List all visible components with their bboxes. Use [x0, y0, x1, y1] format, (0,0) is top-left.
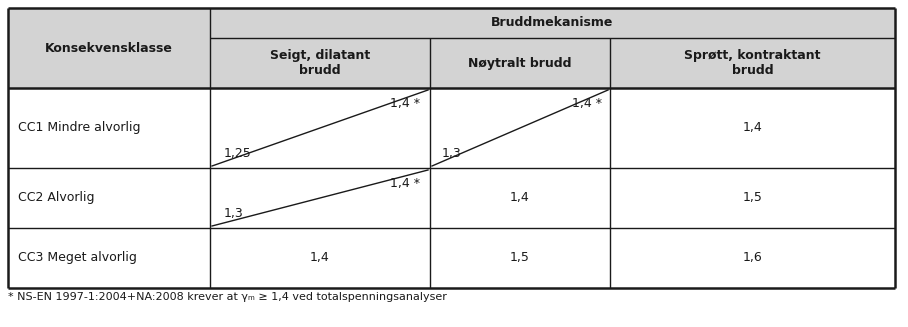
Bar [210, 228, 430, 288]
Text: 1,4: 1,4 [311, 251, 330, 265]
Text: Nøytralt brudd: Nøytralt brudd [469, 57, 572, 70]
Bar [430, 168, 610, 228]
Text: 1,4: 1,4 [743, 122, 763, 134]
Bar [8, 168, 210, 228]
Bar [8, 228, 210, 288]
Bar [210, 168, 430, 228]
Text: Seigt, dilatant
brudd: Seigt, dilatant brudd [270, 49, 370, 77]
Bar [8, 8, 895, 288]
Text: 1,4 *: 1,4 * [390, 178, 420, 191]
Bar [430, 88, 610, 168]
Text: 1,3: 1,3 [224, 208, 243, 220]
Bar [610, 88, 895, 168]
Bar [430, 228, 610, 288]
Text: CC3 Meget alvorlig: CC3 Meget alvorlig [18, 251, 137, 265]
Text: 1,6: 1,6 [743, 251, 763, 265]
Text: * NS-EN 1997-1:2004+NA:2008 krever at γₘ ≥ 1,4 ved totalspenningsanalyser: * NS-EN 1997-1:2004+NA:2008 krever at γₘ… [8, 292, 447, 302]
Text: CC2 Alvorlig: CC2 Alvorlig [18, 192, 94, 204]
Text: 1,3: 1,3 [442, 147, 462, 161]
Text: CC1 Mindre alvorlig: CC1 Mindre alvorlig [18, 122, 141, 134]
Bar [210, 88, 430, 168]
Bar [610, 38, 895, 88]
Bar [430, 38, 610, 88]
Bar [610, 168, 895, 228]
Bar [8, 8, 210, 88]
Text: 1,4 *: 1,4 * [390, 97, 420, 111]
Text: 1,5: 1,5 [743, 192, 763, 204]
Bar [8, 88, 210, 168]
Text: 1,5: 1,5 [510, 251, 530, 265]
Text: Bruddmekanisme: Bruddmekanisme [491, 16, 614, 29]
Bar [210, 38, 430, 88]
Bar [610, 228, 895, 288]
Text: 1,4 *: 1,4 * [572, 97, 602, 111]
Text: Sprøtt, kontraktant
brudd: Sprøtt, kontraktant brudd [685, 49, 821, 77]
Text: 1,4: 1,4 [510, 192, 530, 204]
Text: Konsekvensklasse: Konsekvensklasse [45, 42, 173, 55]
Text: 1,25: 1,25 [224, 147, 252, 161]
Bar [210, 8, 895, 38]
